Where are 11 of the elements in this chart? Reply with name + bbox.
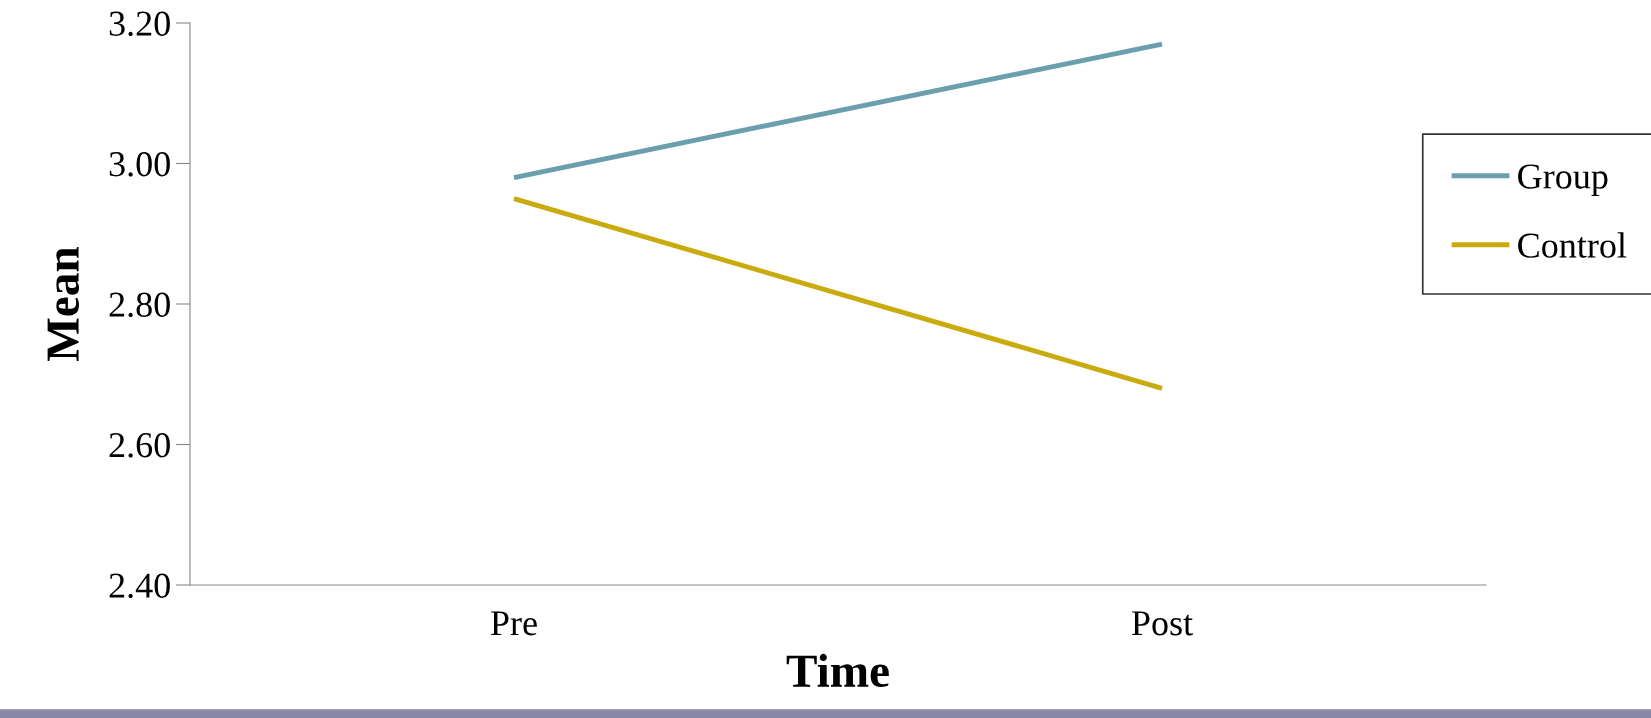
y-tick-label: 3.00 xyxy=(109,152,170,177)
x-axis-title: Time xyxy=(786,653,889,688)
y-axis-title: Mean xyxy=(47,247,80,361)
legend-label: Control xyxy=(1518,232,1627,258)
y-tick-label: 2.40 xyxy=(109,573,170,599)
x-tick-label: Pre xyxy=(490,611,537,636)
x-tick-label: Post xyxy=(1131,611,1193,636)
y-tick-label: 2.60 xyxy=(109,433,170,458)
y-tick-label: 2.80 xyxy=(109,292,170,318)
legend-label: Group xyxy=(1518,164,1608,197)
y-tick-label: 3.20 xyxy=(109,11,170,37)
